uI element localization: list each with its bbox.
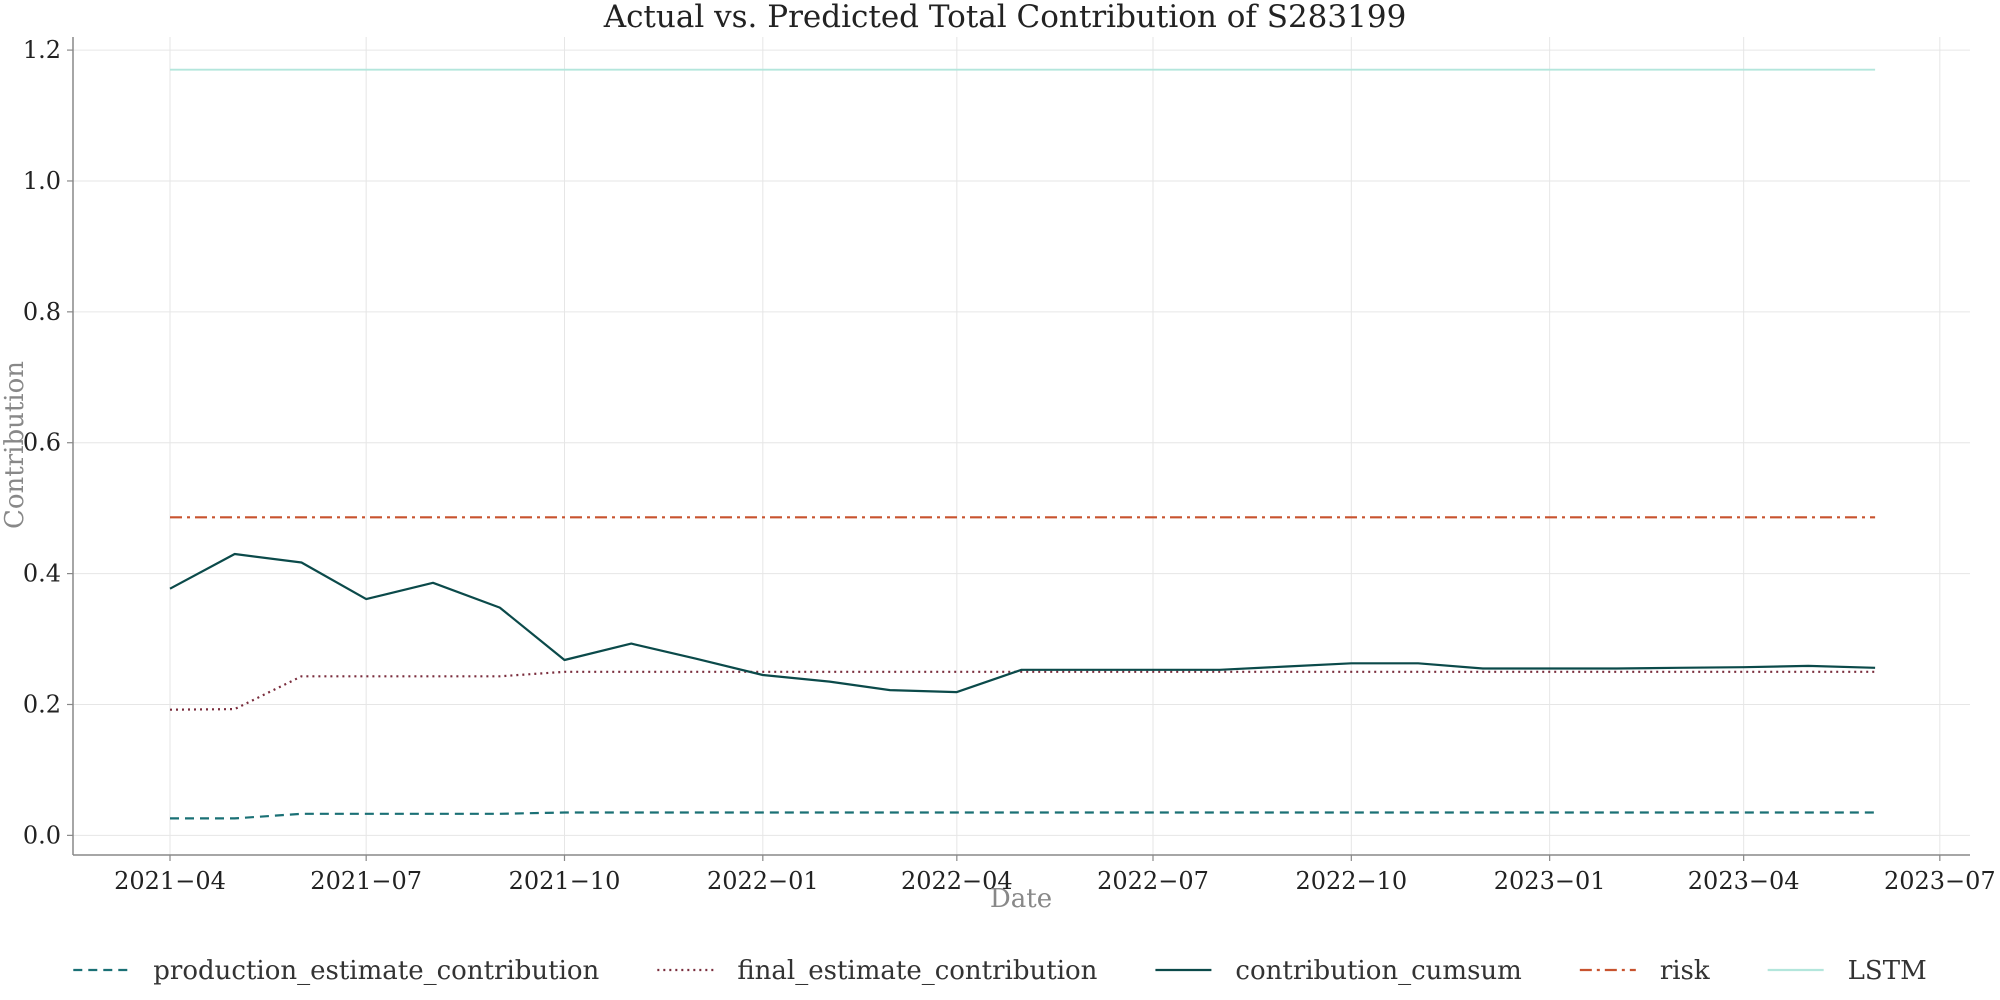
- x-tick-label: 2021−10: [509, 867, 621, 895]
- x-tick-label: 2021−04: [114, 867, 226, 895]
- y-axis-label: Contribution: [0, 361, 30, 529]
- y-tick-label: 0.4: [23, 560, 61, 588]
- series-line-contribution-cumsum: [169, 552, 1876, 694]
- plot-area: [169, 68, 1876, 820]
- x-tick-label: 2021−07: [310, 867, 422, 895]
- y-tick-label: 0.0: [23, 821, 61, 849]
- x-tick-label: 2022−10: [1295, 867, 1407, 895]
- x-tick-label: 2023−01: [1494, 867, 1606, 895]
- axes: [72, 37, 1970, 856]
- series-line-production-estimate-contribution: [170, 811, 1876, 820]
- y-tick-label: 0.6: [23, 429, 61, 457]
- legend: production_estimate_contribution final_es…: [73, 956, 1927, 986]
- legend-label-contribution-cumsum: contribution_cumsum: [1235, 956, 1521, 986]
- legend-label-final-estimate-contribution: final_estimate_contribution: [737, 956, 1097, 986]
- series-line-final-estimate-contribution: [169, 670, 1876, 711]
- x-tick-label: 2023−07: [1884, 867, 1996, 895]
- y-tick-label: 0.2: [23, 690, 61, 718]
- chart-title: Actual vs. Predicted Total Contribution …: [603, 0, 1407, 35]
- legend-label-lstm: LSTM: [1848, 956, 1927, 986]
- tick-labels: 2021−04 2021−07 2021−10 2022−01 2022−04 2022−…: [23, 36, 1996, 895]
- x-tick-label: 2022−07: [1097, 867, 1209, 895]
- legend-label-production-estimate-contribution: production_estimate_contribution: [153, 956, 599, 986]
- y-tick-label: 0.8: [23, 298, 61, 326]
- grid: [73, 37, 1970, 855]
- y-tick-label: 1.0: [23, 167, 61, 195]
- x-tick-label: 2023−04: [1688, 867, 1800, 895]
- legend-label-risk: risk: [1660, 956, 1710, 986]
- x-tick-label: 2022−01: [707, 867, 819, 895]
- y-tick-label: 1.2: [23, 36, 61, 64]
- x-axis-label: Date: [990, 884, 1052, 914]
- x-tick-label: 2022−04: [901, 867, 1013, 895]
